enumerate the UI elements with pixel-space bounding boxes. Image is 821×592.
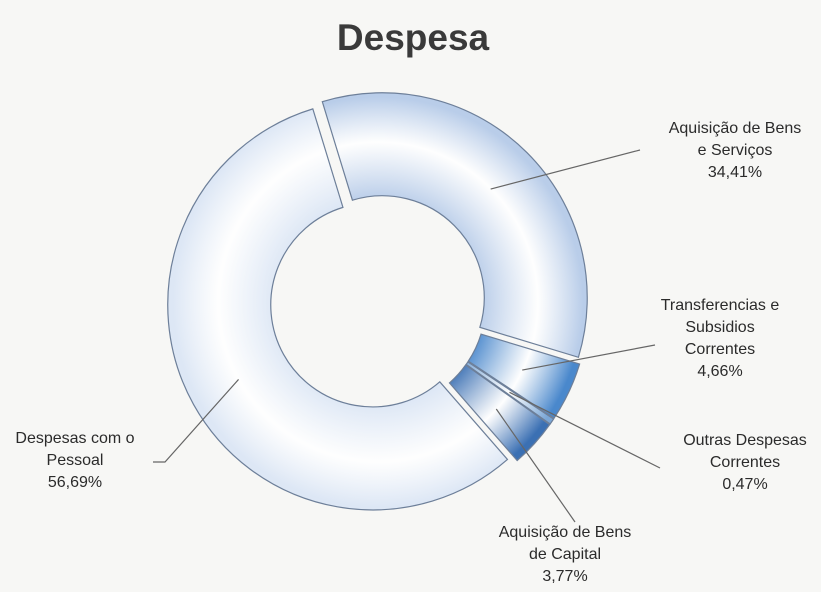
- chart-title: Despesa: [337, 17, 490, 58]
- donut-slice: [321, 92, 588, 359]
- slice-label: Aquisição de Bens e Serviços 34,41%: [663, 118, 808, 184]
- leader-line: [522, 344, 656, 371]
- value-label: 4,66%: [697, 363, 743, 380]
- donut-slice: [467, 333, 581, 419]
- value-label: 34,41%: [707, 164, 763, 181]
- slice-label: Despesas com o Pessoal 56,69%: [8, 428, 143, 494]
- value-label: 56,69%: [47, 474, 103, 491]
- category-name: Despesas com o Pessoal: [15, 430, 135, 469]
- value-label: 3,77%: [542, 568, 588, 585]
- slice-label: Transferencias e Subsidios Correntes 4,66…: [655, 295, 785, 383]
- slice-label: Aquisição de Bens de Capital 3,77%: [493, 522, 638, 588]
- leader-line: [509, 391, 661, 469]
- leader-line: [495, 408, 576, 523]
- slice-label: Outras Despesas Correntes 0,47%: [678, 430, 813, 496]
- category-name: Aquisição de Bens de Capital: [498, 524, 632, 563]
- category-name: Aquisição de Bens e Serviços: [668, 120, 802, 159]
- donut-slice: [167, 108, 509, 511]
- value-label: 0,47%: [722, 476, 768, 493]
- leader-line: [490, 149, 641, 190]
- category-name: Transferencias e Subsidios Correntes: [660, 297, 780, 358]
- leader-line: [153, 379, 240, 463]
- category-name: Outras Despesas Correntes: [683, 432, 807, 471]
